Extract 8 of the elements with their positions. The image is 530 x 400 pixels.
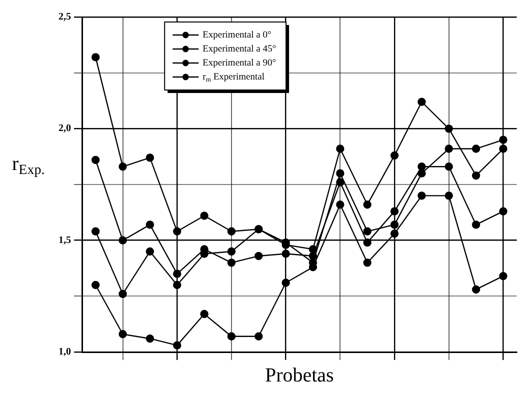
y-tick-label: 1,5 [58, 234, 71, 246]
y-tick-label: 2,0 [58, 123, 71, 134]
legend-label: Experimental a 45° [202, 44, 276, 54]
y-tick-label: 2,5 [58, 12, 71, 23]
x-axis-title: Probetas [264, 364, 334, 386]
legend-label: Experimental a 0° [202, 30, 272, 40]
y-tick-label: 1,0 [58, 346, 71, 358]
legend-label: Experimental a 90° [202, 58, 276, 68]
